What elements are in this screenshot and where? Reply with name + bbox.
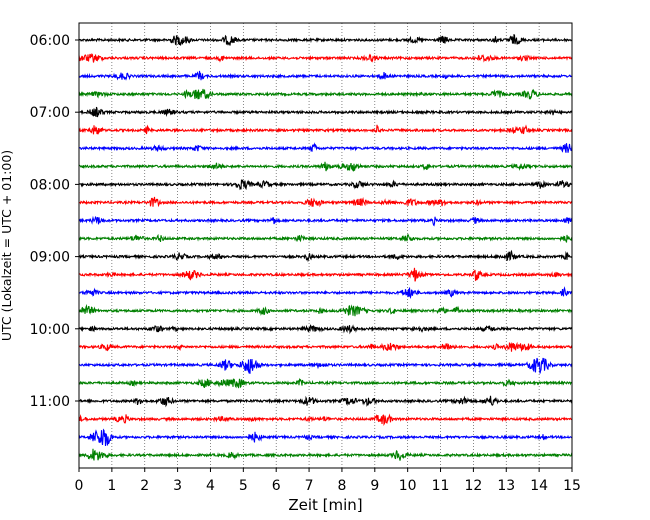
y-tick-label: 07:00 <box>30 105 70 121</box>
seismogram-trace <box>78 179 573 191</box>
seismogram-trace <box>78 106 573 118</box>
seismogram-trace <box>78 286 573 300</box>
x-tick-label: 6 <box>272 478 281 494</box>
seismogram-trace <box>78 357 573 374</box>
seismogram-trace <box>78 196 573 208</box>
y-tick-label: 11:00 <box>30 394 70 410</box>
seismogram-trace <box>78 34 573 46</box>
seismogram-trace <box>78 161 573 172</box>
x-tick-label: 5 <box>239 478 248 494</box>
seismogram-trace <box>78 413 573 427</box>
x-tick-label: 10 <box>399 478 417 494</box>
seismogram-trace <box>78 448 573 461</box>
x-tick-label: 4 <box>206 478 215 494</box>
x-tick-label: 8 <box>337 478 346 494</box>
x-tick-label: 11 <box>432 478 450 494</box>
x-tick-label: 15 <box>563 478 581 494</box>
x-tick-label: 2 <box>140 478 149 494</box>
x-tick-label: 14 <box>530 478 548 494</box>
x-tick-label: 7 <box>305 478 314 494</box>
y-tick-label: 09:00 <box>30 250 70 266</box>
plot-area-frame <box>78 22 573 469</box>
y-tick-label: 10:00 <box>30 322 70 338</box>
seismogram-trace <box>78 249 573 263</box>
y-tick-label: 06:00 <box>30 33 70 49</box>
seismogram-trace <box>78 124 573 135</box>
seismogram-trace <box>78 215 573 227</box>
y-axis-label: UTC (Lokalzeit = UTC + 01:00) <box>0 150 14 341</box>
y-axis-ticks: 06:00 07:00 08:00 09:00 10:00 11:00 <box>30 33 79 410</box>
seismogram-trace <box>78 303 573 317</box>
seismogram-trace <box>78 233 573 243</box>
seismogram-trace <box>78 324 573 335</box>
seismogram-trace <box>78 377 573 389</box>
seismogram-trace <box>79 142 573 153</box>
seismogram-traces <box>78 34 573 461</box>
x-tick-label: 0 <box>75 478 84 494</box>
x-tick-label: 1 <box>107 478 116 494</box>
seismogram-trace <box>78 267 573 282</box>
seismogram-trace <box>78 428 573 446</box>
x-tick-label: 12 <box>464 478 482 494</box>
x-tick-label: 3 <box>173 478 182 494</box>
x-axis-ticks: 0 1 2 3 4 5 6 7 8 9 10 11 12 13 14 15 <box>75 468 581 494</box>
x-axis-label: Zeit [min] <box>288 496 362 514</box>
seismogram-trace <box>78 70 573 81</box>
x-tick-label: 9 <box>370 478 379 494</box>
seismogram-trace <box>78 395 573 408</box>
seismogram-trace <box>78 88 573 100</box>
vertical-gridlines <box>111 23 540 468</box>
y-tick-label: 08:00 <box>30 177 70 193</box>
seismogram-trace <box>78 53 573 63</box>
x-tick-label: 13 <box>497 478 515 494</box>
seismogram-trace <box>78 341 573 353</box>
